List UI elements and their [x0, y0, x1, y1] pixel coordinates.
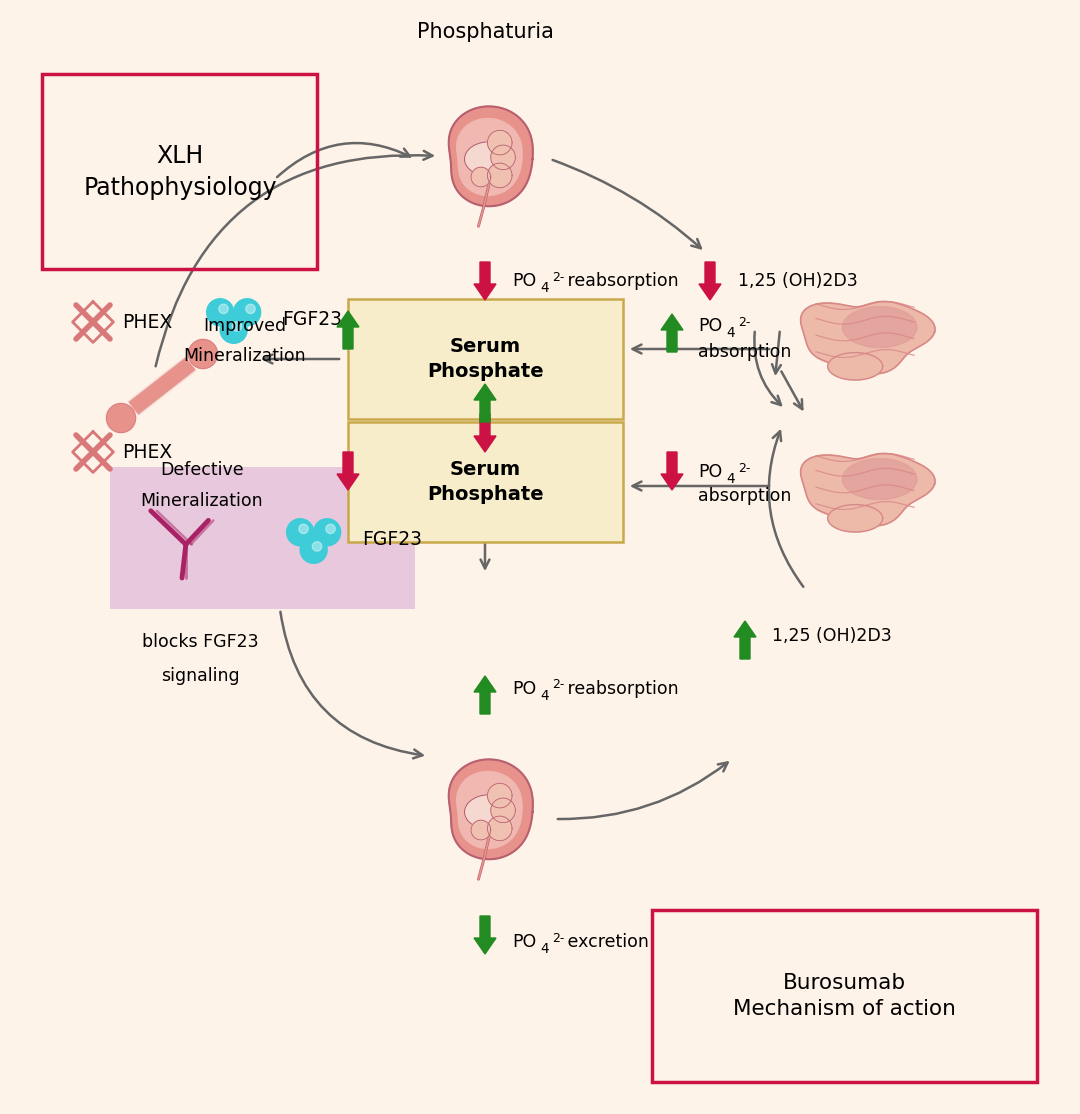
Polygon shape	[326, 525, 335, 534]
Text: Defective: Defective	[160, 461, 244, 479]
Text: excretion: excretion	[562, 934, 649, 951]
Polygon shape	[457, 118, 522, 195]
Text: 4: 4	[727, 326, 735, 340]
Polygon shape	[194, 472, 224, 501]
Polygon shape	[464, 794, 514, 829]
Text: PO: PO	[512, 272, 537, 290]
Polygon shape	[827, 352, 882, 380]
Text: PHEX: PHEX	[122, 442, 172, 461]
Polygon shape	[800, 453, 935, 526]
FancyArrow shape	[661, 452, 683, 490]
Text: PO: PO	[512, 934, 537, 951]
Text: FGF23: FGF23	[362, 529, 422, 548]
Text: 2-: 2-	[738, 461, 751, 475]
Text: 2-: 2-	[552, 678, 565, 692]
Polygon shape	[299, 525, 308, 534]
Text: XLH
Pathophysiology: XLH Pathophysiology	[83, 144, 276, 199]
Polygon shape	[490, 145, 515, 169]
FancyArrow shape	[474, 262, 496, 300]
Polygon shape	[490, 798, 515, 822]
FancyArrow shape	[337, 452, 359, 490]
Polygon shape	[188, 340, 217, 369]
Polygon shape	[827, 505, 882, 532]
Text: 2-: 2-	[552, 271, 565, 283]
Polygon shape	[842, 306, 917, 348]
Text: 4: 4	[727, 472, 735, 486]
Polygon shape	[471, 167, 490, 187]
Polygon shape	[206, 299, 233, 325]
Text: Serum
Phosphate: Serum Phosphate	[428, 338, 544, 381]
Polygon shape	[233, 299, 260, 325]
Text: Burosumab
Mechanism of action: Burosumab Mechanism of action	[733, 973, 956, 1019]
Polygon shape	[219, 304, 228, 314]
Polygon shape	[448, 107, 532, 206]
FancyArrow shape	[699, 262, 721, 300]
Polygon shape	[464, 141, 514, 176]
Polygon shape	[487, 817, 512, 841]
Text: Mineralization: Mineralization	[184, 346, 307, 365]
FancyArrow shape	[474, 916, 496, 954]
Text: Mineralization: Mineralization	[140, 492, 264, 510]
Text: PO: PO	[698, 317, 723, 335]
Polygon shape	[107, 403, 136, 432]
Text: Serum
Phosphate: Serum Phosphate	[428, 460, 544, 504]
Polygon shape	[842, 459, 917, 499]
Polygon shape	[800, 302, 935, 374]
Polygon shape	[471, 820, 490, 840]
FancyArrow shape	[474, 676, 496, 714]
Polygon shape	[487, 783, 512, 808]
Text: Improved: Improved	[203, 317, 286, 335]
FancyBboxPatch shape	[348, 422, 623, 543]
Text: 2-: 2-	[738, 315, 751, 329]
Text: Phosphaturia: Phosphaturia	[417, 22, 553, 42]
Polygon shape	[300, 536, 327, 564]
Text: PO: PO	[512, 680, 537, 698]
Polygon shape	[246, 304, 255, 314]
Text: 4: 4	[540, 281, 549, 295]
Text: FGF23: FGF23	[282, 310, 342, 329]
FancyBboxPatch shape	[348, 299, 623, 419]
Polygon shape	[220, 316, 247, 343]
Text: PHEX: PHEX	[122, 313, 172, 332]
Polygon shape	[487, 163, 512, 187]
Text: 1,25 (OH)2D3: 1,25 (OH)2D3	[738, 272, 858, 290]
Text: reabsorption: reabsorption	[562, 680, 678, 698]
FancyBboxPatch shape	[110, 467, 415, 609]
Text: absorption: absorption	[698, 487, 792, 505]
Text: 4: 4	[540, 942, 549, 956]
Polygon shape	[448, 760, 532, 859]
Text: reabsorption: reabsorption	[562, 272, 678, 290]
Text: PO: PO	[698, 463, 723, 481]
Text: absorption: absorption	[698, 343, 792, 361]
Text: 1,25 (OH)2D3: 1,25 (OH)2D3	[772, 627, 892, 645]
FancyArrow shape	[474, 384, 496, 422]
Polygon shape	[313, 519, 340, 546]
Text: blocks FGF23: blocks FGF23	[141, 633, 258, 651]
Text: 4: 4	[540, 688, 549, 703]
FancyArrow shape	[734, 620, 756, 659]
Text: signaling: signaling	[161, 667, 240, 685]
Polygon shape	[487, 130, 512, 155]
Polygon shape	[112, 537, 141, 566]
Polygon shape	[457, 772, 522, 849]
FancyArrow shape	[661, 314, 683, 352]
Polygon shape	[312, 541, 322, 551]
Polygon shape	[232, 322, 242, 331]
FancyArrow shape	[474, 414, 496, 452]
Polygon shape	[286, 519, 313, 546]
FancyArrow shape	[337, 311, 359, 349]
Text: 2-: 2-	[552, 931, 565, 945]
